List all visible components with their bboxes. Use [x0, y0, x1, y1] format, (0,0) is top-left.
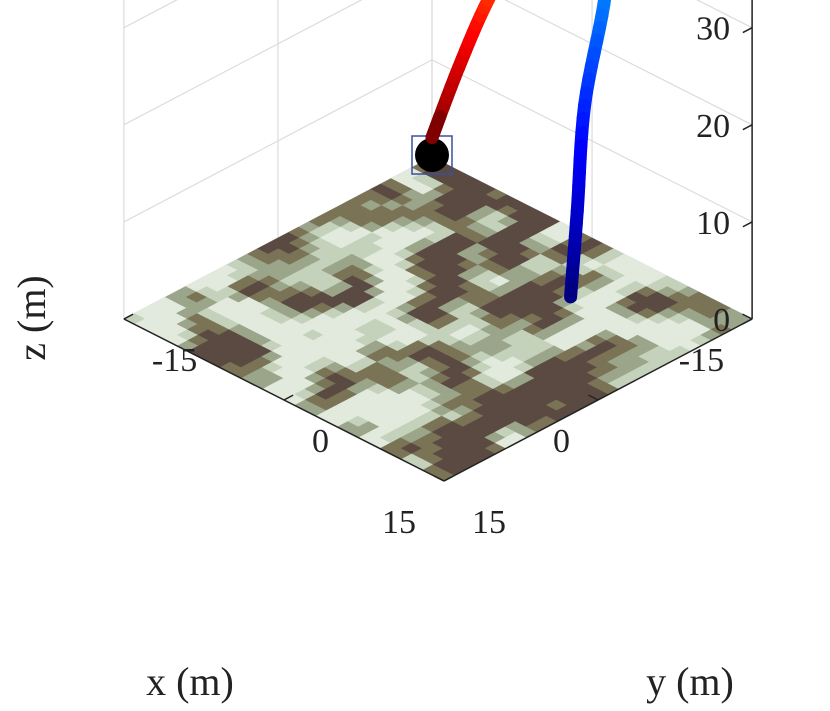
z-tick-label: 20 — [696, 108, 730, 145]
y-tick-mark — [123, 313, 134, 320]
x-tick-mark — [588, 394, 599, 401]
z-tick-label: 0 — [713, 302, 730, 339]
trajectory-start — [425, 110, 447, 145]
x-tick-mark — [434, 475, 445, 482]
grid-line-z — [696, 0, 753, 29]
start-marker — [411, 110, 453, 175]
y-tick-label: 0 — [312, 423, 329, 460]
y-axis-label: y (m) — [646, 659, 734, 704]
z-tick-mark — [742, 318, 753, 325]
z-axis-label: z (m) — [9, 275, 54, 361]
x-tick-label: -15 — [679, 342, 724, 379]
x-tick-label: 0 — [553, 423, 570, 460]
x-tick-label: 15 — [382, 504, 416, 541]
z-tick-mark — [742, 124, 753, 131]
trajectory-segment — [564, 283, 578, 304]
grid-line-z — [123, 0, 178, 29]
x-tick-mark — [742, 313, 753, 320]
z-tick-mark — [742, 27, 753, 34]
z-tick-mark — [742, 221, 753, 228]
y-tick-label: -15 — [152, 342, 197, 379]
y-tick-label: 15 — [472, 504, 506, 541]
z-tick-label: 30 — [696, 11, 730, 48]
y-tick-mark — [283, 394, 294, 401]
y-tick-mark — [443, 475, 454, 482]
x-axis-label: x (m) — [146, 659, 234, 704]
ground-heatmap — [123, 156, 753, 482]
axis-lines — [123, 0, 753, 482]
z-tick-label: 10 — [696, 205, 730, 242]
marker-dot — [415, 138, 449, 172]
